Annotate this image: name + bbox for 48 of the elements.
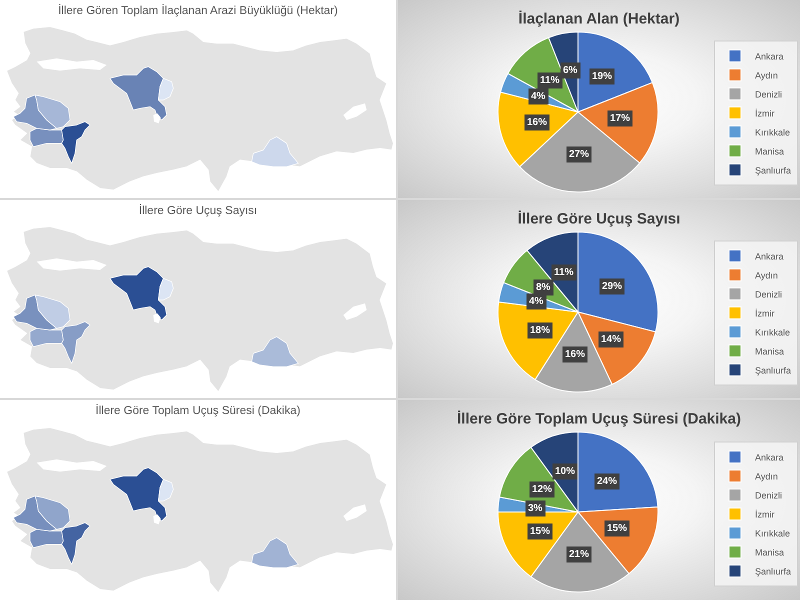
data-label: 10%: [555, 466, 576, 477]
legend-label: İzmir: [754, 308, 774, 318]
chart-title: İlaçlanan Alan (Hektar): [518, 10, 680, 28]
data-label: 12%: [532, 484, 552, 495]
data-label: 18%: [530, 325, 550, 336]
data-label: 14%: [601, 334, 622, 345]
legend-label: Denizli: [754, 89, 782, 100]
data-label: 15%: [530, 526, 550, 537]
data-label: 16%: [527, 117, 548, 128]
legend-label: Ankara: [754, 51, 784, 62]
data-label: 6%: [563, 65, 578, 76]
legend-label: Aydın: [754, 270, 778, 280]
data-label: 4%: [529, 296, 544, 307]
legend-label: Ankara: [754, 251, 784, 262]
chart-title: İllere Göre Toplam Uçuş Süresi (Dakika): [457, 410, 741, 428]
legend-label: Manisa: [754, 146, 784, 156]
data-label: 3%: [528, 503, 543, 514]
data-label: 16%: [565, 349, 586, 360]
data-label: 21%: [569, 549, 590, 560]
data-label: 27%: [569, 149, 590, 160]
legend-label: Denizli: [754, 289, 782, 300]
text: İllere Gören Toplam İlaçlanan Arazi Büyüklüğü (Hektar): [58, 5, 338, 17]
data-label: 15%: [607, 523, 628, 534]
legend-label: Kırıkkale: [754, 528, 790, 539]
data-label: 11%: [554, 267, 574, 278]
legend-label: İzmir: [754, 108, 774, 118]
data-label: 4%: [531, 91, 546, 102]
data-label: 8%: [536, 282, 551, 293]
data-label: 29%: [602, 281, 622, 292]
legend-label: Ankara: [754, 452, 784, 463]
chart-title: İllere Göre Uçuş Sayısı: [518, 210, 680, 228]
legend-label: Şanlıurfa: [754, 165, 792, 176]
legend-label: Aydın: [754, 70, 778, 80]
legend-label: Kırıkkale: [754, 127, 790, 138]
legend-label: Denizli: [754, 490, 782, 501]
data-label: 11%: [540, 75, 560, 86]
legend-label: Kırıkkale: [754, 327, 790, 338]
legend-label: Manisa: [754, 346, 784, 356]
legend-label: Manisa: [754, 548, 784, 558]
legend-label: Aydın: [754, 472, 778, 482]
legend-label: Şanlıurfa: [754, 566, 792, 577]
text: İllere Göre Toplam Uçuş Süresi (Dakika): [96, 405, 300, 417]
data-label: 19%: [592, 71, 612, 82]
legend-label: Şanlıurfa: [754, 365, 792, 376]
data-label: 24%: [597, 476, 618, 487]
data-label: 17%: [610, 113, 630, 124]
text: İllere Göre Uçuş Sayısı: [138, 205, 258, 217]
legend-label: İzmir: [754, 510, 774, 520]
